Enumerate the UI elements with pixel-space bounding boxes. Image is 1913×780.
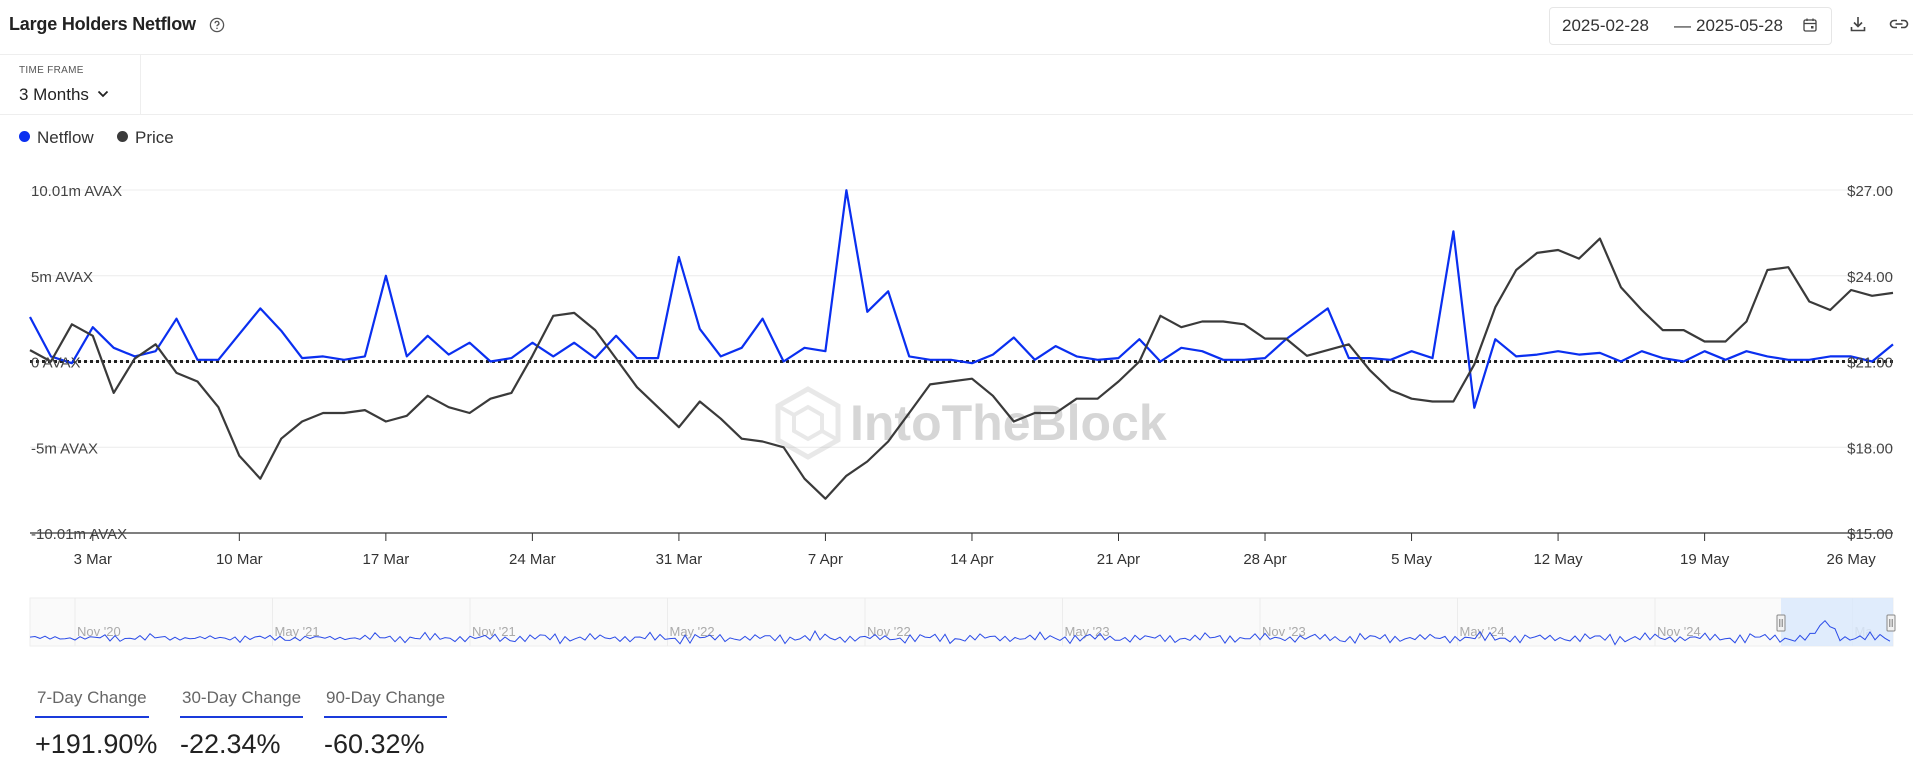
- timeframe-selector[interactable]: TIME FRAME 3 Months: [0, 55, 141, 114]
- legend-netflow-label: Netflow: [37, 128, 94, 147]
- legend-price[interactable]: Price: [117, 128, 174, 148]
- stat-7day[interactable]: 7-Day Change +191.90%: [35, 688, 157, 760]
- legend-price-label: Price: [135, 128, 174, 147]
- navigator-label: Nov '22: [867, 624, 911, 639]
- series-line-netflow[interactable]: [29, 189, 1894, 409]
- date-start: 2025-02-28: [1562, 16, 1649, 35]
- navigator-label: Nov '23: [1262, 624, 1306, 639]
- stat-90day-label[interactable]: 90-Day Change: [324, 688, 448, 718]
- navigator-label: Nov '21: [472, 624, 516, 639]
- navigator-handle[interactable]: [1886, 614, 1896, 632]
- x-tick-label: 12 May: [1533, 551, 1583, 568]
- stat-30day-value: -22.34%: [180, 729, 281, 759]
- y-left-tick-label: -10.01m AVAX: [31, 526, 127, 543]
- stat-90day[interactable]: 90-Day Change -60.32%: [324, 688, 448, 760]
- download-icon[interactable]: [1848, 14, 1868, 34]
- date-separator: —: [1674, 16, 1691, 35]
- navigator-label: May '21: [275, 624, 320, 639]
- x-tick-label: 28 Apr: [1243, 551, 1286, 568]
- stat-30day[interactable]: 30-Day Change -22.34%: [180, 688, 304, 760]
- y-right-tick-label: $27.00: [1847, 183, 1893, 200]
- y-right-tick-label: $15.00: [1847, 526, 1893, 543]
- y-right-tick-label: $21.00: [1847, 355, 1893, 372]
- y-right-tick-label: $18.00: [1847, 440, 1893, 457]
- x-tick-label: 10 Mar: [216, 551, 263, 568]
- y-left-tick-label: 0 AVAX: [31, 355, 80, 372]
- x-tick-label: 14 Apr: [950, 551, 993, 568]
- legend-netflow-dot: [19, 131, 30, 142]
- y-left-tick-label: -5m AVAX: [31, 440, 98, 457]
- header: Large Holders Netflow 2025-02-28 — 2025-…: [0, 0, 1913, 55]
- chevron-down-icon[interactable]: [97, 89, 109, 99]
- timeframe-value[interactable]: 3 Months: [19, 85, 89, 104]
- x-tick-label: 5 May: [1391, 551, 1432, 568]
- y-left-tick-label: 10.01m AVAX: [31, 183, 122, 200]
- date-range-picker[interactable]: 2025-02-28 — 2025-05-28: [1549, 7, 1832, 45]
- navigator-label: Nov '24: [1657, 624, 1701, 639]
- help-icon[interactable]: [209, 17, 225, 33]
- calendar-icon: [1803, 18, 1817, 32]
- y-left-tick-label: 5m AVAX: [31, 269, 93, 286]
- x-tick-label: 21 Apr: [1097, 551, 1140, 568]
- navigator[interactable]: Nov '20 May '21 Nov '21 May '22 Nov '22 May '…: [0, 590, 1913, 650]
- series-line-price[interactable]: [29, 237, 1894, 500]
- x-tick-label: 24 Mar: [509, 551, 556, 568]
- divider: [0, 114, 1913, 115]
- page-title: Large Holders Netflow: [9, 14, 196, 34]
- x-tick-label: 3 Mar: [74, 551, 112, 568]
- date-end: 2025-05-28: [1696, 16, 1783, 35]
- navigator-label: May '24: [1460, 624, 1505, 639]
- main-chart[interactable]: IntoTheBlock 10.01m AVAX $27.00 5m AVAX $24…: [0, 0, 1913, 590]
- watermark-logo: [775, 386, 841, 460]
- stat-7day-label[interactable]: 7-Day Change: [35, 688, 149, 718]
- navigator-series-line: [29, 619, 1891, 646]
- watermark-text: IntoTheBlock: [850, 395, 1167, 451]
- x-tick-label: 19 May: [1680, 551, 1730, 568]
- link-icon[interactable]: [1888, 14, 1910, 34]
- x-tick-label: 26 May: [1827, 551, 1877, 568]
- legend-price-dot: [117, 131, 128, 142]
- x-tick-label: 31 Mar: [656, 551, 703, 568]
- timeframe-label: TIME FRAME: [19, 65, 84, 76]
- x-tick-label: 7 Apr: [808, 551, 843, 568]
- stat-30day-label[interactable]: 30-Day Change: [180, 688, 304, 718]
- navigator-label: May '22: [670, 624, 715, 639]
- navigator-label: Nov '20: [77, 624, 121, 639]
- x-tick-label: 17 Mar: [363, 551, 410, 568]
- legend-netflow[interactable]: Netflow: [19, 128, 94, 148]
- navigator-handle[interactable]: [1776, 614, 1786, 632]
- stat-7day-value: +191.90%: [35, 729, 158, 759]
- y-right-tick-label: $24.00: [1847, 269, 1893, 286]
- stat-90day-value: -60.32%: [324, 729, 425, 759]
